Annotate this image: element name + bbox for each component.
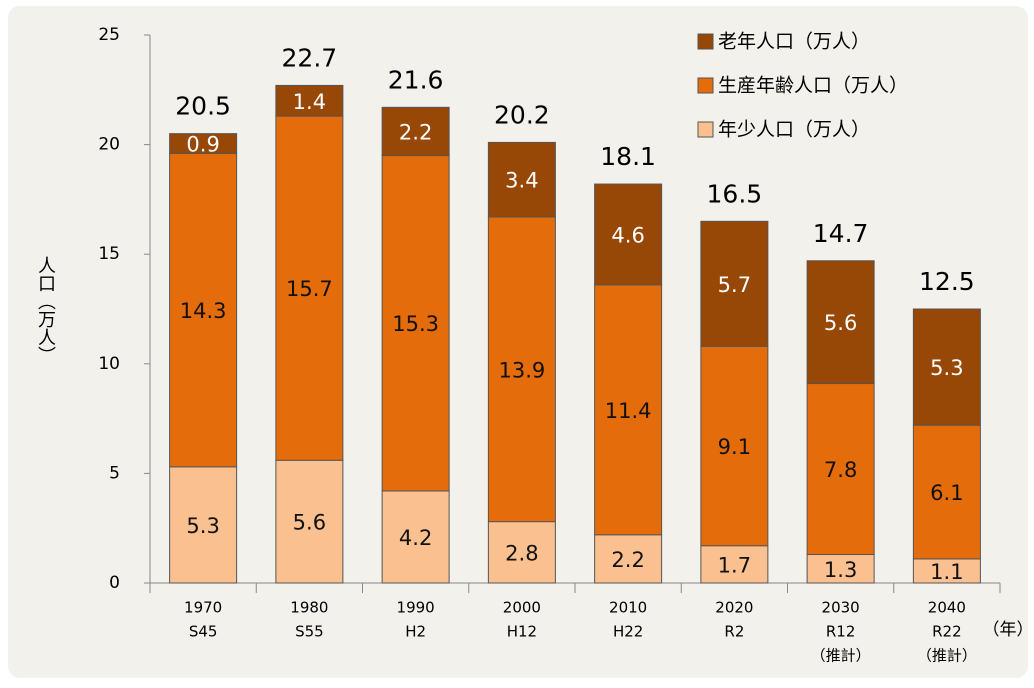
bar-segment	[169, 466, 238, 584]
y-tick-label: 5	[109, 463, 120, 483]
x-tick-label: 2040	[928, 599, 966, 617]
x-tick-label: H22	[613, 623, 643, 641]
legend-label: 年少人口（万人）	[718, 119, 870, 141]
total-label: 14.7	[813, 219, 869, 248]
x-tick-label: R2	[724, 623, 744, 641]
value-label: 14.3	[180, 299, 227, 323]
value-label: 5.3	[186, 514, 219, 538]
value-label: 1.3	[824, 558, 857, 582]
value-label: 7.8	[824, 458, 857, 482]
x-tick-label: H2	[405, 623, 426, 641]
bar-segment	[275, 84, 344, 117]
x-tick-label: R12	[826, 623, 856, 641]
x-tick-label: 1980	[290, 599, 328, 617]
value-label: 4.2	[399, 526, 432, 550]
bar-segment	[700, 220, 769, 347]
total-label: 16.5	[707, 179, 763, 208]
bar-segment	[487, 141, 556, 218]
bar-segment	[700, 545, 769, 584]
value-label: 2.8	[505, 541, 538, 565]
bar-segment	[700, 345, 769, 547]
bar-segment	[806, 383, 875, 556]
bar-segment	[275, 459, 344, 584]
x-tick-label: （推計）	[917, 647, 977, 665]
value-label: 3.4	[505, 169, 538, 193]
x-tick-label: H12	[507, 623, 537, 641]
value-label: 1.4	[293, 90, 326, 114]
bar-segment	[487, 216, 556, 523]
value-label: 5.3	[930, 356, 963, 380]
value-label: 6.1	[930, 481, 963, 505]
bar-segment	[594, 534, 663, 584]
value-label: 9.1	[718, 435, 751, 459]
y-tick-label: 10	[98, 354, 120, 374]
total-label: 22.7	[282, 43, 338, 72]
legend-swatch	[697, 33, 714, 50]
value-label: 11.4	[605, 399, 652, 423]
total-label: 12.5	[919, 267, 975, 296]
total-label: 20.2	[494, 100, 550, 129]
value-label: 1.7	[718, 553, 751, 577]
bar-segment	[381, 155, 450, 492]
bar-segment	[381, 490, 450, 584]
x-tick-label: 1970	[184, 599, 222, 617]
legend-swatch	[697, 121, 714, 138]
x-tick-label: S55	[295, 623, 324, 641]
x-tick-label: S45	[189, 623, 218, 641]
value-label: 5.6	[293, 511, 326, 535]
bar-segment	[912, 424, 981, 560]
bar-segment	[912, 308, 981, 426]
bar-segment	[806, 260, 875, 385]
value-label: 5.6	[824, 311, 857, 335]
x-tick-label: 2000	[503, 599, 541, 617]
value-label: 4.6	[611, 223, 644, 247]
value-label: 0.9	[186, 133, 219, 157]
y-tick-label: 25	[98, 25, 120, 45]
x-tick-label: 2020	[715, 599, 753, 617]
value-label: 15.3	[392, 312, 439, 336]
value-label: 15.7	[286, 277, 333, 301]
bar-segment	[594, 284, 663, 536]
legend-swatch	[697, 77, 714, 94]
bar-segment	[381, 106, 450, 157]
x-axis-label: （年）	[983, 620, 1034, 640]
x-tick-label: 2030	[822, 599, 860, 617]
bar-segment	[912, 558, 981, 584]
total-label: 20.5	[175, 92, 231, 121]
value-label: 1.1	[930, 560, 963, 584]
x-tick-label: 1990	[397, 599, 435, 617]
bar-segment	[169, 152, 238, 468]
x-tick-label: 2010	[609, 599, 647, 617]
legend-label: 生産年齢人口（万人）	[718, 75, 908, 97]
value-label: 2.2	[399, 120, 432, 144]
y-tick-label: 15	[98, 244, 120, 264]
total-label: 18.1	[600, 142, 656, 171]
y-tick-label: 0	[109, 573, 120, 593]
x-tick-label: （推計）	[811, 647, 871, 665]
y-axis-label: 人口（万人）	[35, 256, 56, 364]
total-label: 21.6	[388, 65, 444, 94]
value-label: 13.9	[498, 358, 545, 382]
y-tick-label: 20	[98, 135, 120, 155]
value-label: 2.2	[611, 548, 644, 572]
value-label: 5.7	[718, 273, 751, 297]
bar-segment	[594, 183, 663, 286]
bar-segment	[275, 115, 344, 461]
legend-label: 老年人口（万人）	[718, 31, 870, 53]
bar-segment	[806, 554, 875, 584]
x-tick-label: R22	[932, 623, 962, 641]
bar-segment	[169, 133, 238, 154]
